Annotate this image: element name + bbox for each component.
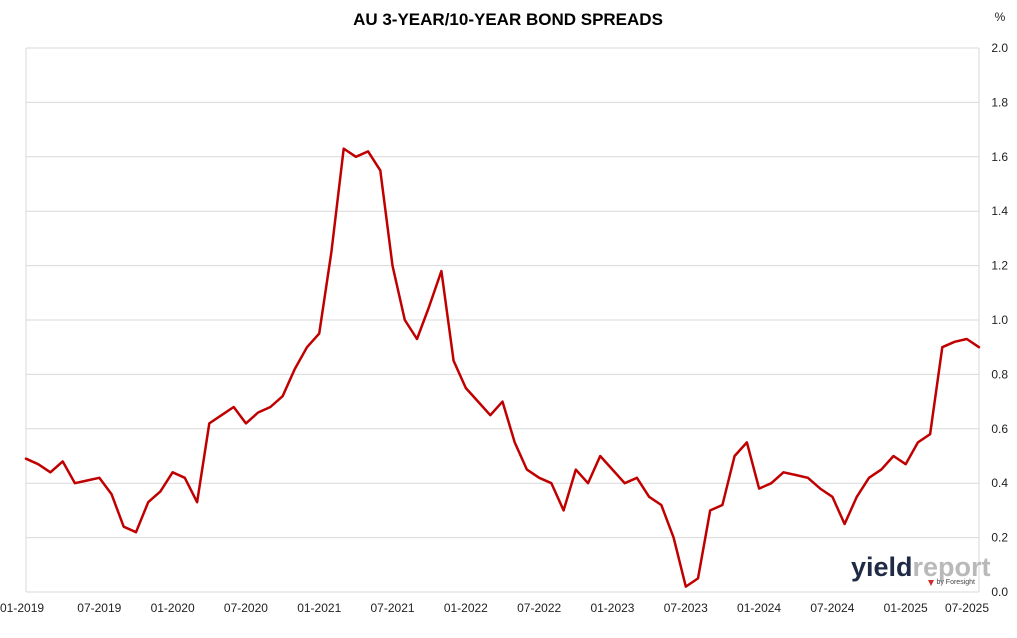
logo-yield-text: yield [851, 552, 913, 582]
x-tick-label: 07-2019 [77, 601, 121, 615]
x-tick-label: 07-2022 [517, 601, 561, 615]
x-tick-label: 07-2020 [224, 601, 268, 615]
chart-title: AU 3-YEAR/10-YEAR BOND SPREADS [353, 10, 663, 29]
logo-byline: by Foresight [936, 579, 975, 586]
yieldreport-logo: yieldreport by Foresight [851, 552, 991, 586]
series-lines [24, 147, 981, 588]
x-tick-label: 01-2024 [737, 601, 781, 615]
y-tick-label: 1.8 [991, 95, 1008, 109]
x-tick-label: 01-2025 [884, 601, 928, 615]
x-tick-label: 01-2023 [590, 601, 634, 615]
y-axis-ticks: 0.0 0.2 0.4 0.6 0.8 1.0 1.2 1.4 1.6 1.8 2.0 [991, 41, 1008, 599]
x-tick-label: 07-2024 [810, 601, 854, 615]
y-tick-label: 0.0 [991, 585, 1008, 599]
x-tick-label: 01-2019 [0, 601, 44, 615]
x-tick-label: 07-2025 [945, 601, 989, 615]
y-tick-label: 1.6 [991, 150, 1008, 164]
y-tick-label: 1.2 [991, 259, 1008, 273]
y-tick-label: 0.8 [991, 367, 1008, 381]
x-tick-label: 07-2023 [664, 601, 708, 615]
logo-wordmark: yieldreport [851, 552, 991, 582]
y-tick-label: 1.0 [991, 313, 1008, 327]
y-tick-label: 0.2 [991, 531, 1008, 545]
y-tick-label: 0.6 [991, 422, 1008, 436]
logo-marker-icon [928, 580, 934, 586]
x-tick-label: 01-2020 [151, 601, 195, 615]
y-tick-label: 0.4 [991, 476, 1008, 490]
y-tick-label: 1.4 [991, 204, 1008, 218]
y-tick-label: 2.0 [991, 41, 1008, 55]
x-tick-label: 01-2022 [444, 601, 488, 615]
x-tick-label: 01-2021 [297, 601, 341, 615]
logo-report-text: report [913, 552, 991, 582]
x-axis-ticks: 01-2019 07-2019 01-2020 07-2020 01-2021 07-20… [0, 601, 989, 615]
series-line-0 [24, 147, 981, 588]
x-tick-label: 07-2021 [371, 601, 415, 615]
gridlines [25, 47, 980, 593]
y-axis-unit-label: % [995, 10, 1006, 24]
